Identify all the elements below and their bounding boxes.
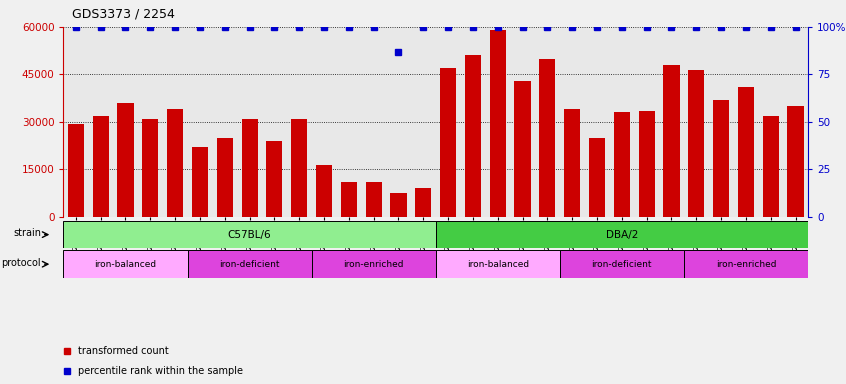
Text: C57BL/6: C57BL/6	[228, 230, 272, 240]
Text: iron-enriched: iron-enriched	[716, 260, 776, 269]
Bar	[663, 65, 679, 217]
Text: iron-deficient: iron-deficient	[591, 260, 652, 269]
Bar	[539, 59, 556, 217]
Bar	[167, 109, 184, 217]
Text: iron-deficient: iron-deficient	[219, 260, 280, 269]
Bar	[192, 147, 208, 217]
Bar	[266, 141, 283, 217]
Bar	[514, 81, 530, 217]
Bar	[762, 116, 779, 217]
Text: protocol: protocol	[2, 258, 41, 268]
Bar	[436, 250, 560, 278]
Bar	[311, 250, 436, 278]
Bar	[316, 165, 332, 217]
Text: iron-enriched: iron-enriched	[343, 260, 404, 269]
Bar	[241, 119, 258, 217]
Bar	[738, 87, 754, 217]
Bar	[217, 138, 233, 217]
Text: percentile rank within the sample: percentile rank within the sample	[78, 366, 243, 376]
Text: GDS3373 / 2254: GDS3373 / 2254	[72, 7, 175, 20]
Bar	[142, 119, 158, 217]
Bar	[92, 116, 109, 217]
Text: iron-balanced: iron-balanced	[467, 260, 529, 269]
Bar	[564, 109, 580, 217]
Text: DBA/2: DBA/2	[606, 230, 638, 240]
Bar	[684, 250, 808, 278]
Text: transformed count: transformed count	[78, 346, 168, 356]
Bar	[291, 119, 307, 217]
Bar	[713, 100, 729, 217]
Bar	[365, 182, 382, 217]
Bar	[560, 250, 684, 278]
Bar	[688, 70, 705, 217]
Bar	[490, 30, 506, 217]
Bar	[589, 138, 605, 217]
Bar	[341, 182, 357, 217]
Bar	[63, 221, 436, 248]
Text: iron-balanced: iron-balanced	[95, 260, 157, 269]
Bar	[63, 250, 188, 278]
Bar	[390, 193, 407, 217]
Bar	[613, 113, 630, 217]
Text: strain: strain	[14, 228, 41, 238]
Bar	[415, 189, 431, 217]
Bar	[464, 55, 481, 217]
Bar	[118, 103, 134, 217]
Bar	[639, 111, 655, 217]
Bar	[440, 68, 456, 217]
Bar	[788, 106, 804, 217]
Bar	[68, 124, 84, 217]
Bar	[436, 221, 808, 248]
Bar	[188, 250, 311, 278]
